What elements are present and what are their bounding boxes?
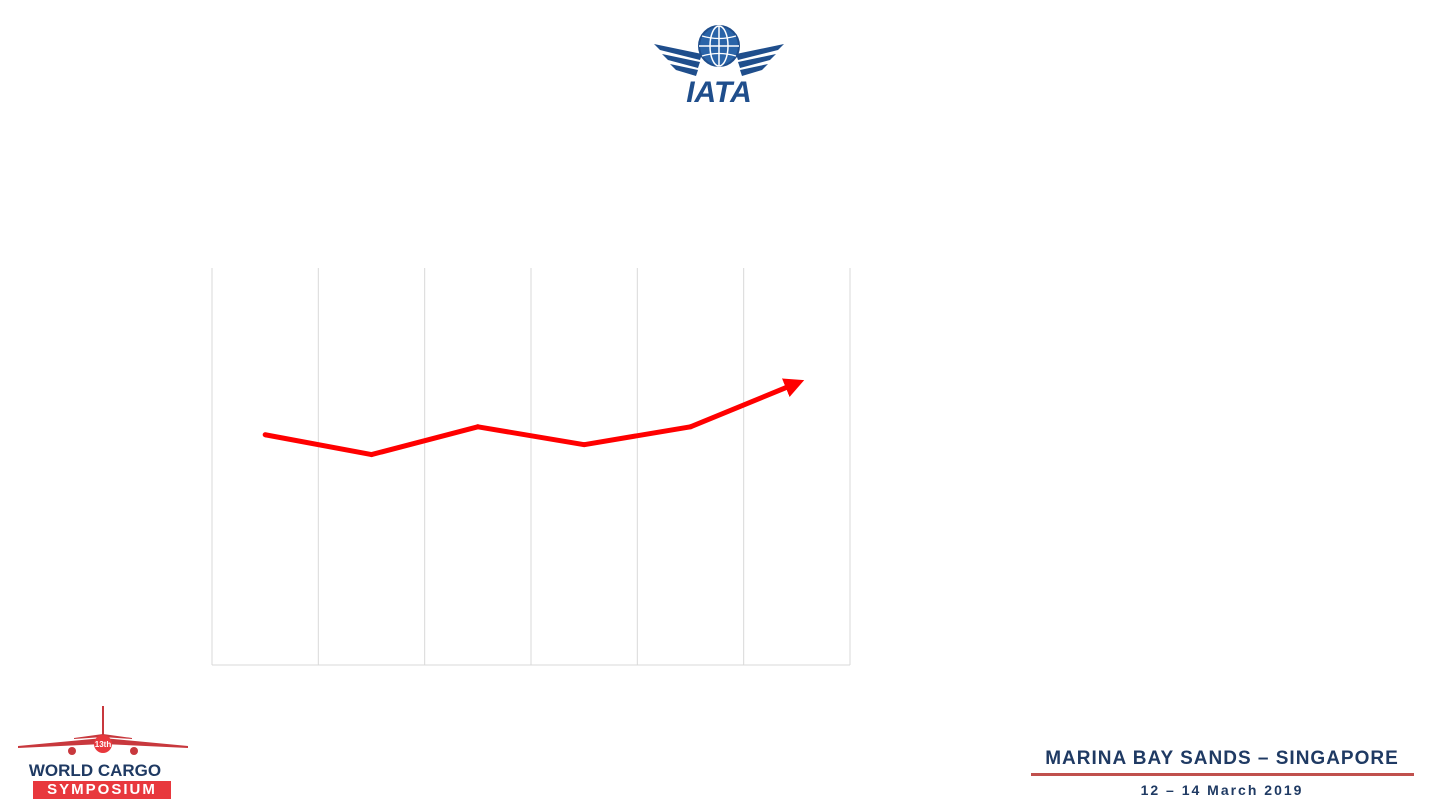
event-name-line2: SYMPOSIUM [33, 781, 171, 799]
data-point-2 [369, 452, 374, 458]
plane-icon: 13th [18, 706, 188, 755]
edition-badge: 13th [95, 740, 112, 749]
data-point-5 [688, 424, 693, 430]
globe-icon [698, 25, 740, 67]
series-line [264, 378, 805, 458]
data-point-1 [262, 432, 268, 438]
data-point-4 [581, 442, 587, 448]
wing-left [654, 44, 702, 76]
venue-divider [1031, 773, 1414, 776]
data-point-6 [794, 380, 800, 386]
venue-text: MARINA BAY SANDS – SINGAPORE [1045, 748, 1399, 769]
data-point-3 [475, 424, 481, 430]
iata-logo-text: IATA [686, 76, 752, 108]
vertical-gridlines [211, 268, 851, 665]
event-name-line1: WORLD CARGO [28, 761, 162, 780]
data-points [262, 380, 800, 458]
event-dates: 12 – 14 March 2019 [1140, 782, 1304, 798]
wing-right [736, 44, 784, 76]
iata-logo: IATA [654, 25, 784, 108]
